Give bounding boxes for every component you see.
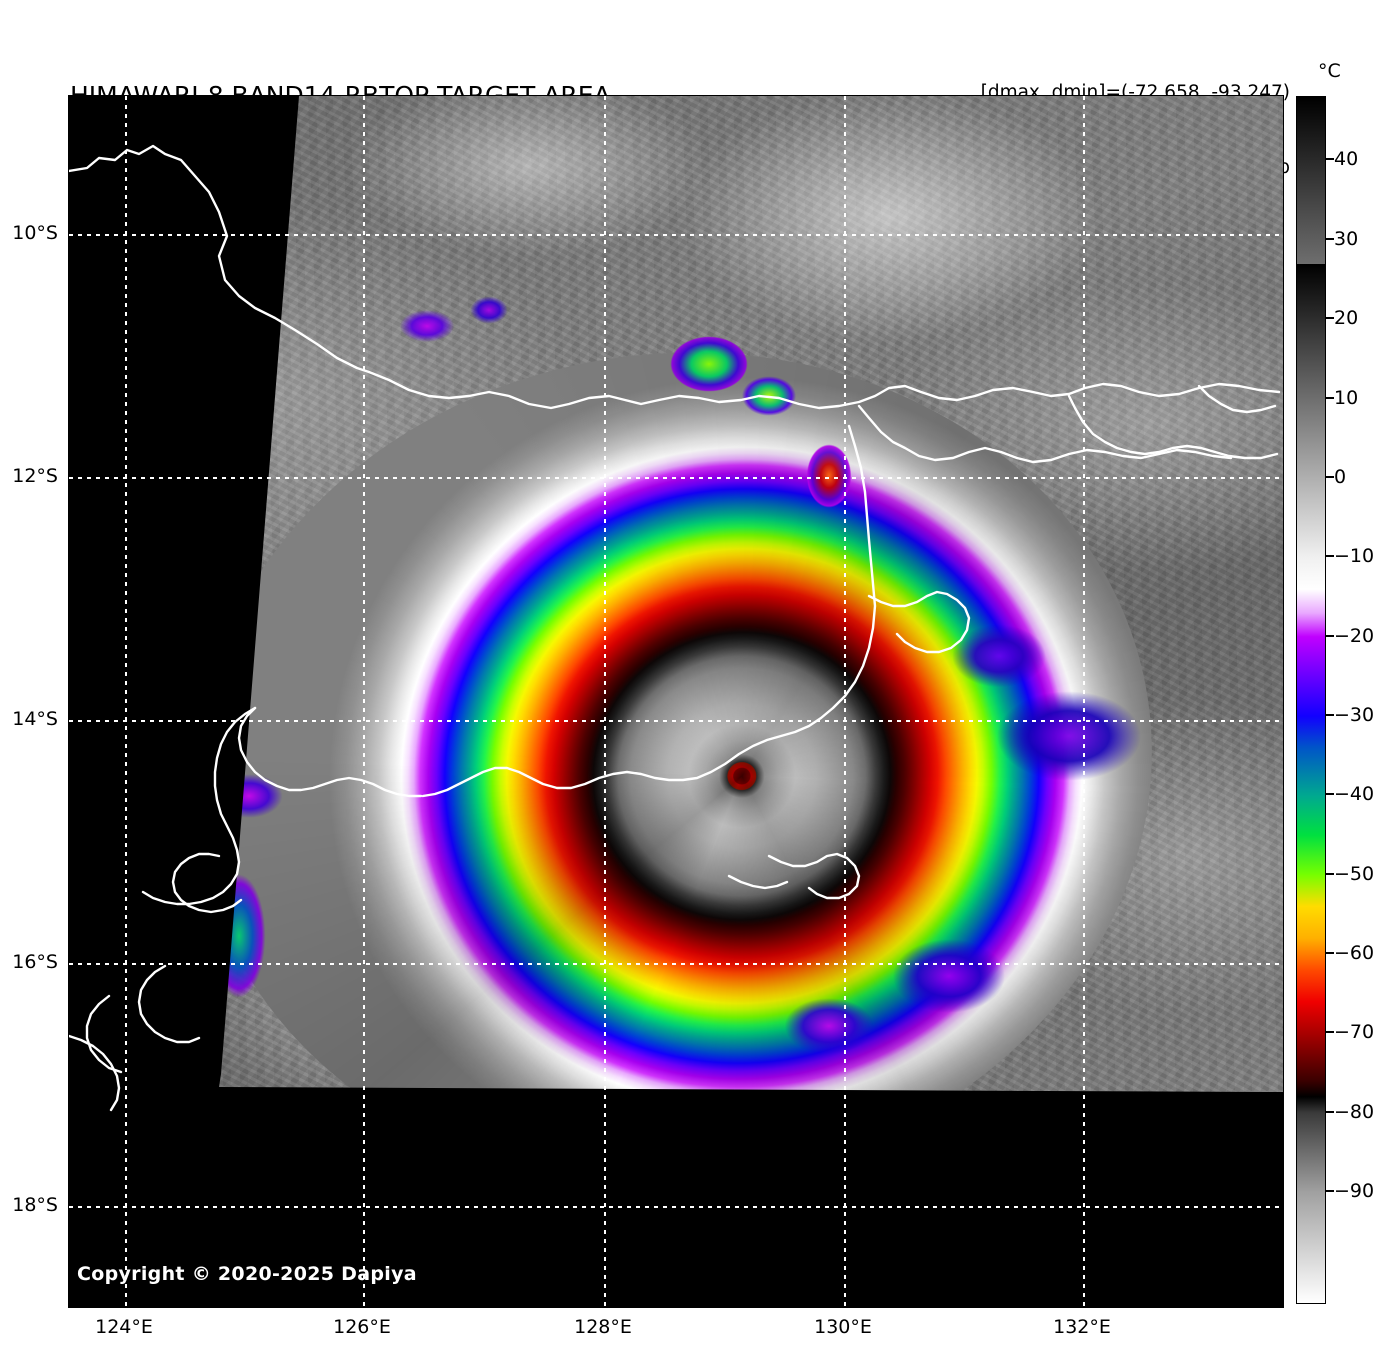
coastline-icon	[171, 852, 243, 914]
satellite-data-swath	[219, 96, 1283, 1092]
colorbar-tick-label-10: 10	[1334, 386, 1359, 409]
colorbar-tick-label-neg50: −50	[1334, 862, 1375, 885]
colorbar-tick-mark	[1326, 1031, 1334, 1034]
colorbar-tick-label-30: 30	[1334, 227, 1359, 250]
colorbar-tick-label-neg10: −10	[1334, 545, 1375, 568]
colorbar-tick-mark	[1326, 713, 1334, 716]
xtick-label-130e: 130°E	[814, 1316, 872, 1338]
colorbar-tick-mark	[1326, 475, 1334, 478]
colorbar-tick-label-neg70: −70	[1334, 1021, 1375, 1044]
colorbar-tick-mark	[1326, 317, 1334, 320]
colorbar-tick-mark	[1326, 396, 1334, 399]
colorbar-tick-label-neg80: −80	[1334, 1100, 1375, 1123]
colorbar-tick-label-neg90: −90	[1334, 1179, 1375, 1202]
ytick-label-14s: 14°S	[12, 708, 58, 730]
coastline-icon	[85, 994, 123, 1074]
colorbar-tick-mark	[1326, 158, 1334, 161]
coastline-icon	[137, 964, 201, 1044]
colorbar-tick-label-neg30: −30	[1334, 703, 1375, 726]
gridline-lon-124	[125, 96, 127, 1307]
map-plot-area[interactable]: Copyright © 2020-2025 Dapiya	[68, 95, 1284, 1308]
xtick-label-126e: 126°E	[333, 1316, 391, 1338]
xtick-label-124e: 124°E	[95, 1316, 153, 1338]
copyright-notice: Copyright © 2020-2025 Dapiya	[77, 1263, 417, 1285]
colorbar-tick-label-40: 40	[1334, 148, 1359, 171]
ytick-label-16s: 16°S	[12, 951, 58, 973]
colorbar-tick-mark	[1326, 1189, 1334, 1192]
ytick-label-12s: 12°S	[12, 465, 58, 487]
colorbar[interactable]	[1296, 96, 1326, 1304]
colorbar-segment-warm	[1297, 97, 1325, 264]
colorbar-tick-mark	[1326, 555, 1334, 558]
gridline-lat-18s	[69, 1206, 1283, 1208]
ytick-label-10s: 10°S	[12, 222, 58, 244]
xtick-label-132e: 132°E	[1053, 1316, 1111, 1338]
colorbar-tick-label-neg20: −20	[1334, 624, 1375, 647]
colorbar-segment-enhanced	[1297, 264, 1325, 1303]
colorbar-tick-label-20: 20	[1334, 307, 1359, 330]
colorbar-tick-mark	[1326, 1110, 1334, 1113]
coastline-icon	[69, 1034, 121, 1112]
colorbar-tick-label-neg40: −40	[1334, 783, 1375, 806]
colorbar-tick-mark	[1326, 872, 1334, 875]
xtick-label-128e: 128°E	[574, 1316, 632, 1338]
colorbar-tick-mark	[1326, 793, 1334, 796]
colorbar-unit-label: °C	[1318, 60, 1341, 82]
colorbar-tick-label-0: 0	[1334, 465, 1347, 488]
colorbar-tick-label-neg60: −60	[1334, 941, 1375, 964]
colorbar-tick-mark	[1326, 237, 1334, 240]
colorbar-tick-mark	[1326, 634, 1334, 637]
colorbar-tick-mark	[1326, 951, 1334, 954]
ytick-label-18s: 18°S	[12, 1194, 58, 1216]
